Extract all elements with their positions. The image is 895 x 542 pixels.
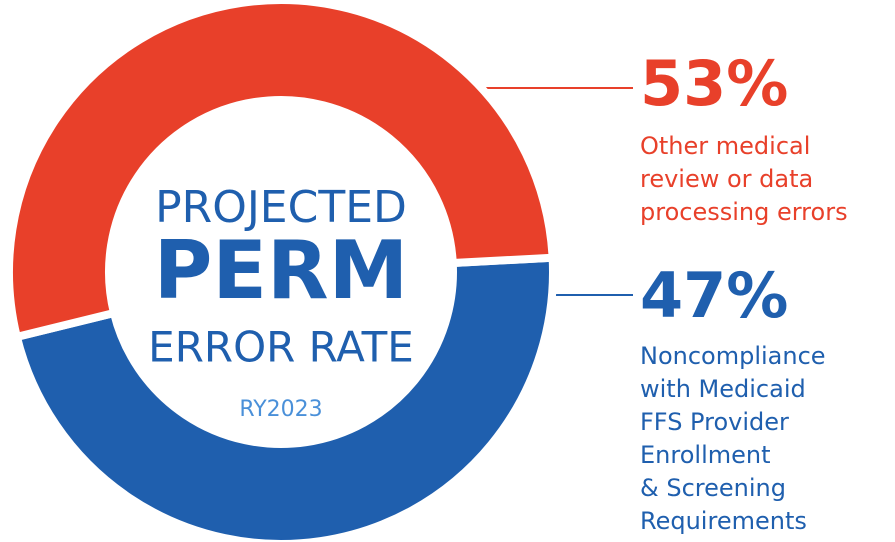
category-label: FFS Provider bbox=[640, 408, 789, 436]
category-label: processing errors bbox=[640, 198, 848, 226]
category-label: Enrollment bbox=[640, 441, 771, 469]
category-label: Other medical bbox=[640, 132, 810, 160]
category-label: Noncompliance bbox=[640, 342, 826, 370]
category-label: review or data bbox=[640, 165, 813, 193]
donut-segment bbox=[12, 253, 557, 542]
category-label: Requirements bbox=[640, 507, 807, 535]
subtitle: RY2023 bbox=[239, 397, 322, 422]
value-label: 53% bbox=[640, 47, 788, 120]
value-label: 47% bbox=[640, 259, 788, 332]
category-label: with Medicaid bbox=[640, 375, 806, 403]
center-line: PROJECTED bbox=[155, 182, 407, 233]
category-label: & Screening bbox=[640, 474, 786, 502]
center-line: PERM bbox=[154, 224, 409, 317]
center-line: ERROR RATE bbox=[148, 323, 414, 372]
donut-segment bbox=[5, 0, 557, 342]
